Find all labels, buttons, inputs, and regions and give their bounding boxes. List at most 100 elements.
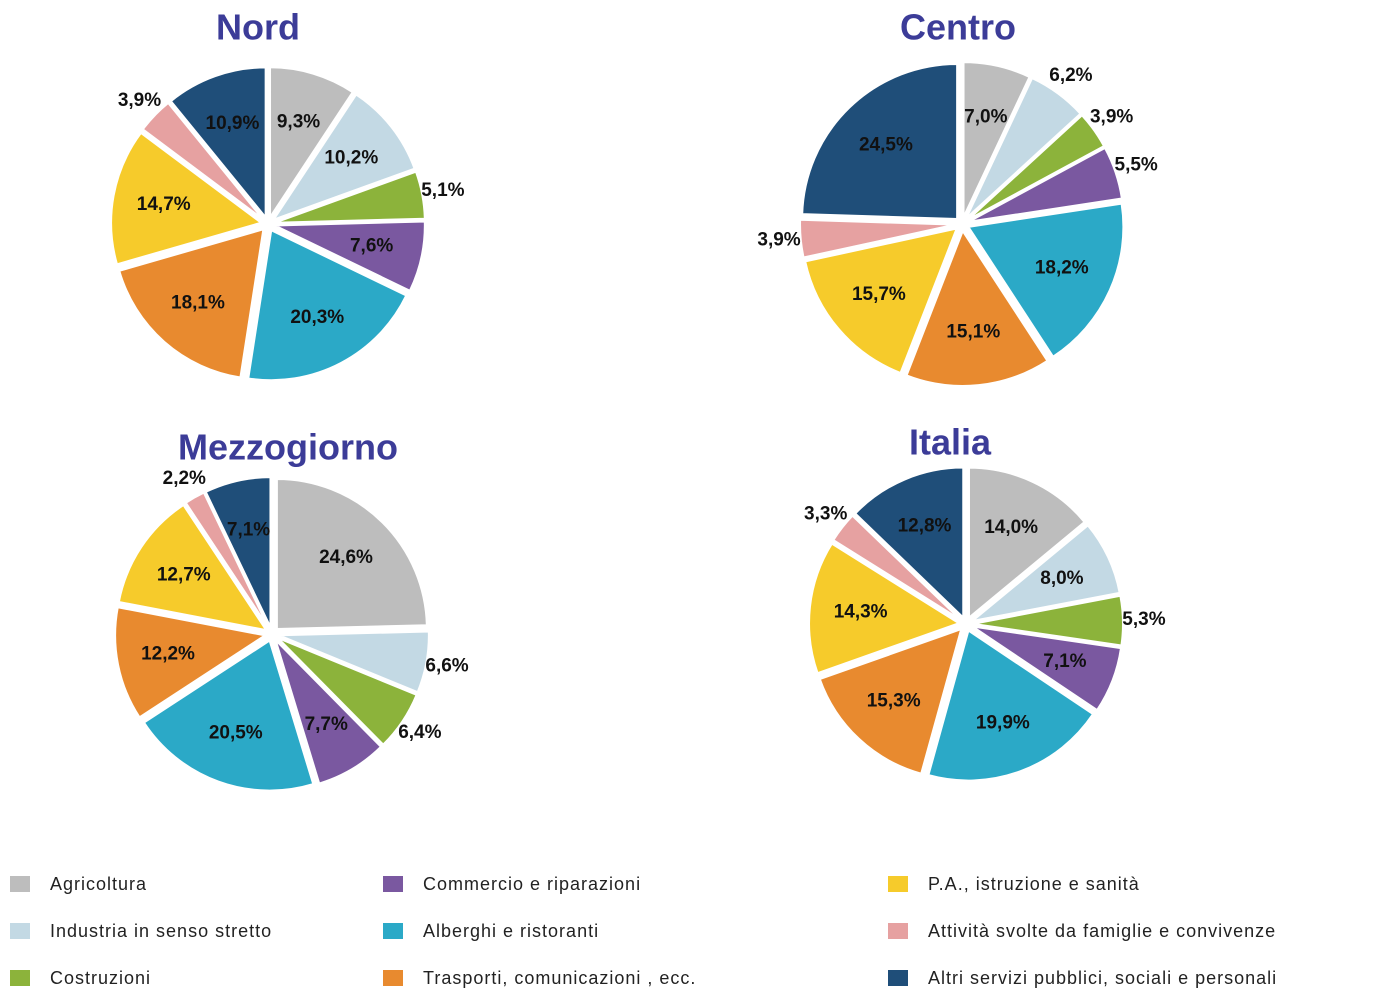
legend-item: Trasporti, comunicazioni , ecc. xyxy=(383,968,843,988)
slice-label: 6,4% xyxy=(398,722,441,743)
slice-label: 7,6% xyxy=(350,235,393,256)
pie-slice xyxy=(962,61,1031,218)
slice-label: 12,7% xyxy=(157,564,211,585)
slice-label: 14,0% xyxy=(984,517,1038,538)
pie-slice xyxy=(204,476,272,628)
legend-swatch xyxy=(888,970,908,986)
pie-slice xyxy=(801,62,959,221)
pie-slice xyxy=(967,113,1106,221)
slice-label: 24,6% xyxy=(319,547,373,568)
pie-slice xyxy=(966,202,1125,359)
pie-slice xyxy=(278,630,430,694)
pie-slice xyxy=(274,639,383,785)
legend-swatch xyxy=(10,923,30,939)
charts: Nord 9,3%10,2% 5,1% 7,6% 20,3% 18,1% 14,7% 3,9%… xyxy=(110,7,1166,792)
slice-label: 14,3% xyxy=(834,601,888,622)
pie-slice xyxy=(274,220,426,293)
pie-slice xyxy=(114,606,268,719)
pie-slice xyxy=(110,131,264,266)
legend-swatch xyxy=(888,923,908,939)
chart-title: Nord xyxy=(216,7,300,48)
legend-item: Industria in senso stretto xyxy=(10,921,470,941)
legend-swatch xyxy=(888,876,908,892)
slice-label: 3,9% xyxy=(1090,106,1133,127)
slice-label: 15,7% xyxy=(852,284,906,305)
pie-slice xyxy=(117,503,269,632)
slice-label: 18,1% xyxy=(171,293,225,314)
legend-label: Attività svolte da famiglie e convivenze xyxy=(928,921,1277,941)
slice-label: 5,1% xyxy=(421,180,464,201)
pie-slice xyxy=(271,93,416,222)
legend-item: Altri servizi pubblici, sociali e person… xyxy=(888,968,1348,988)
pie-slice xyxy=(808,542,962,675)
slice-label: 10,2% xyxy=(324,147,378,168)
slice-label: 12,2% xyxy=(141,644,195,665)
legend-item: Attività svolte da famiglie e convivenze xyxy=(888,921,1348,941)
legend-item: Costruzioni xyxy=(10,968,470,988)
slice-label: 15,1% xyxy=(946,322,1000,343)
slice-label: 10,9% xyxy=(206,113,260,134)
chart-title: Mezzogiorno xyxy=(178,427,398,468)
legend-label: Alberghi e ristoranti xyxy=(423,921,600,941)
slice-label: 6,2% xyxy=(1049,65,1092,86)
pie-slice xyxy=(142,639,315,792)
pie-slice xyxy=(965,76,1082,220)
pie-slice xyxy=(269,66,355,221)
legend-swatch xyxy=(10,876,30,892)
legend-label: Commercio e riparazioni xyxy=(423,874,642,894)
pie-slice xyxy=(275,477,428,631)
slice-label: 20,3% xyxy=(290,307,344,328)
chart-title: Centro xyxy=(900,7,1016,48)
pie-slice xyxy=(247,228,408,382)
pie-slice xyxy=(804,227,959,375)
slice-label: 14,7% xyxy=(137,194,191,215)
slice-label: 8,0% xyxy=(1040,568,1083,589)
legend-swatch xyxy=(383,923,403,939)
slice-label: 12,8% xyxy=(898,515,952,536)
legend-label: Costruzioni xyxy=(50,968,152,988)
slice-label: 7,7% xyxy=(305,714,348,735)
slice-label: 3,9% xyxy=(118,90,161,111)
legend-label: Trasporti, comunicazioni , ecc. xyxy=(423,968,697,988)
slice-label: 7,0% xyxy=(964,106,1007,127)
slice-label: 9,3% xyxy=(277,111,320,132)
pie-slice xyxy=(818,627,963,775)
slice-label: 5,5% xyxy=(1115,155,1158,176)
pie-slice xyxy=(799,218,956,259)
slice-label: 7,1% xyxy=(1043,651,1086,672)
legend-label: Agricoltura xyxy=(50,874,148,894)
pie-slice xyxy=(971,625,1123,712)
pie-slice xyxy=(927,628,1095,782)
legend-item: P.A., istruzione e sanità xyxy=(888,874,1348,894)
legend-item: Commercio e riparazioni xyxy=(383,874,843,894)
slice-label: 20,5% xyxy=(209,723,263,744)
pie-slice xyxy=(169,66,267,221)
slice-label: 24,5% xyxy=(859,135,913,156)
slice-label: 19,9% xyxy=(976,712,1030,733)
pie-slice xyxy=(853,466,965,620)
legend-label: P.A., istruzione e sanità xyxy=(928,874,1140,894)
legend-label: Altri servizi pubblici, sociali e person… xyxy=(928,968,1278,988)
slice-label: 15,3% xyxy=(867,691,921,712)
slice-label: 3,3% xyxy=(804,503,847,524)
slice-label: 2,2% xyxy=(163,468,206,489)
pie-slice xyxy=(971,523,1121,623)
pie-slice xyxy=(967,466,1086,620)
legend-swatch xyxy=(10,970,30,986)
pie-slice xyxy=(968,146,1124,223)
pie-slice xyxy=(972,594,1124,647)
pie-slice xyxy=(905,228,1049,387)
pie-slice xyxy=(274,170,426,224)
legend-swatch xyxy=(383,876,403,892)
legend-item: Alberghi e ristoranti xyxy=(383,921,843,941)
slice-label: 7,1% xyxy=(227,520,270,541)
chart-title: Italia xyxy=(909,422,992,463)
pie-slice xyxy=(141,101,264,220)
pie-slice xyxy=(277,636,418,747)
legend-label: Industria in senso stretto xyxy=(50,921,273,941)
slice-label: 3,9% xyxy=(757,230,800,251)
pie-slice xyxy=(831,514,962,621)
pie-slice xyxy=(184,491,270,629)
slice-label: 6,6% xyxy=(425,655,468,676)
